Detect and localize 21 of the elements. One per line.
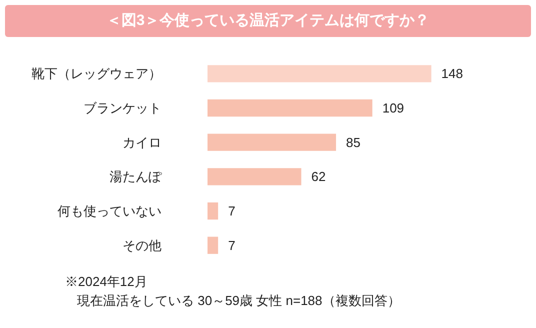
y-tick-label: 何も使っていない (58, 204, 162, 218)
bar (208, 65, 432, 82)
bar (208, 134, 336, 151)
data-label: 85 (346, 134, 361, 150)
data-label: 109 (382, 100, 404, 116)
chart-title: ＜図3＞今使っている温活アイテムは何ですか？ (106, 11, 430, 31)
y-tick-label: ブランケット (84, 100, 162, 116)
bar (208, 202, 218, 220)
data-label: 7 (228, 238, 236, 253)
y-tick-label: カイロ (122, 134, 162, 150)
y-tick-label: 靴下（レッグウェア） (32, 66, 162, 82)
data-label: 62 (311, 169, 326, 184)
text: 現在温活をしている 30～59歳 女性 n=188（複数回答） (77, 292, 400, 310)
data-label: 7 (228, 204, 236, 218)
y-tick-label: その他 (122, 238, 162, 253)
bar (208, 236, 218, 254)
bar (208, 99, 372, 117)
bar (208, 168, 302, 186)
y-tick-label: 湯たんぽ (110, 169, 162, 184)
text: ※2024年12月 (65, 273, 148, 291)
data-label: 148 (441, 66, 464, 82)
